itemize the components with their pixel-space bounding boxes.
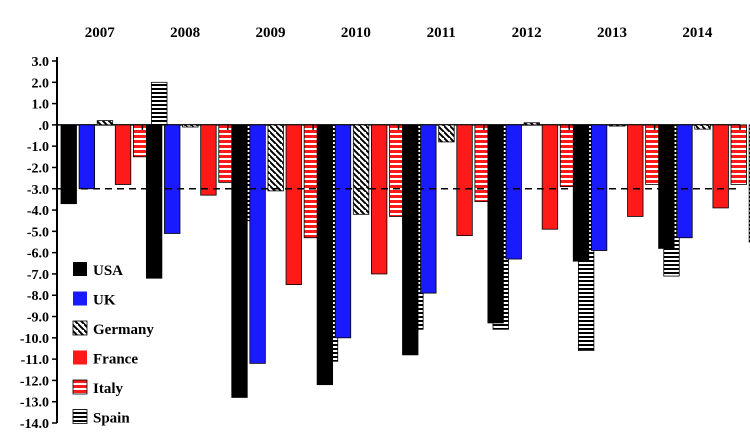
year-labels: 2007 2008 2009 2010 2011 2012 2013 2014 [85,25,713,41]
y-tick-label: -7.0 [27,268,49,283]
legend-label-france: France [93,352,138,368]
bar-germany-2007 [96,120,114,126]
y-tick-label: -2.0 [27,161,49,176]
y-tick-label: -12.0 [20,374,49,389]
y-tick-label: -3.0 [27,183,49,198]
bar-uk-2010 [334,124,352,339]
bar-france-2010 [371,124,388,275]
y-tick-label: -9.0 [27,311,49,326]
bar-france-2008 [200,124,217,196]
bar-france-2011 [456,124,473,237]
legend-label-germany: Germany [93,322,154,338]
legend-swatch-usa [73,262,87,276]
bar-uk-2014 [676,124,693,239]
year-label: 2013 [597,25,627,41]
year-label: 2014 [682,25,713,41]
bar-usa-2010 [316,124,334,386]
y-tick-label: -8.0 [27,289,49,304]
y-tick-label: -6.0 [27,247,49,262]
y-tick-label: -13.0 [20,396,49,411]
year-label: 2008 [170,25,200,41]
year-label: 2011 [427,25,456,41]
bar-usa-2014 [658,124,675,249]
legend-swatch-germany [72,320,88,336]
bar-france-2007 [114,124,132,185]
year-label: 2012 [512,25,542,41]
legend-label-uk: UK [93,293,116,309]
bars [60,81,750,398]
y-tick-label: -5.0 [27,225,49,240]
bar-france-2012 [541,124,559,230]
bar-germany-2009 [267,124,284,192]
bar-usa-2008 [145,124,163,279]
y-tick-label: -10.0 [20,332,49,347]
legend-swatch-france [73,350,87,365]
bar-france-2014 [712,124,729,209]
legend-label-usa: USA [93,263,123,279]
bar-uk-2009 [249,124,266,364]
y-tick-label: 1.0 [32,98,50,113]
y-tick-label: -4.0 [27,204,49,219]
bar-germany-2008 [182,124,199,128]
bar-uk-2013 [590,124,608,251]
legend-swatch-uk [73,291,87,306]
bar-uk-2008 [164,124,181,234]
bar-usa-2012 [487,124,504,324]
bar-germany-2012 [523,122,540,126]
bar-germany-2014 [694,124,711,130]
bar-italy-2014 [730,124,747,185]
bar-germany-2013 [609,124,626,127]
legend-label-spain: Spain [93,411,130,427]
legend-swatch-italy [72,379,88,395]
y-tick-label: .0 [39,119,50,134]
bar-spain-2007 [151,81,168,126]
bar-usa-2009 [231,124,248,398]
y-tick-label: 3.0 [32,55,50,70]
bar-uk-2011 [420,124,437,294]
y-tick-label: -14.0 [20,417,49,432]
year-label: 2007 [85,25,116,41]
y-axis: 3.0 2.0 1.0 .0 -1.0 -2.0 -3.0 -4.0 -5.0 -6.0 -7.0 -… [20,55,740,432]
y-tick-label: -1.0 [27,140,49,155]
bar-uk-2007 [78,124,95,190]
bar-usa-2013 [572,124,590,262]
year-label: 2009 [255,25,285,41]
year-label: 2010 [341,25,371,41]
legend-label-italy: Italy [93,381,124,397]
bar-france-2009 [285,124,302,285]
bar-usa-2011 [402,124,419,356]
legend-swatch-spain [72,409,88,424]
bar-germany-2010 [352,124,370,215]
y-tick-label: -11.0 [21,353,49,368]
legend: USA UK Germany France Italy Spain [72,262,154,427]
bar-uk-2012 [505,124,522,260]
bar-france-2013 [627,124,644,217]
y-tick-label: 2.0 [32,76,50,91]
bar-usa-2007 [60,124,77,205]
bar-germany-2011 [438,124,455,143]
